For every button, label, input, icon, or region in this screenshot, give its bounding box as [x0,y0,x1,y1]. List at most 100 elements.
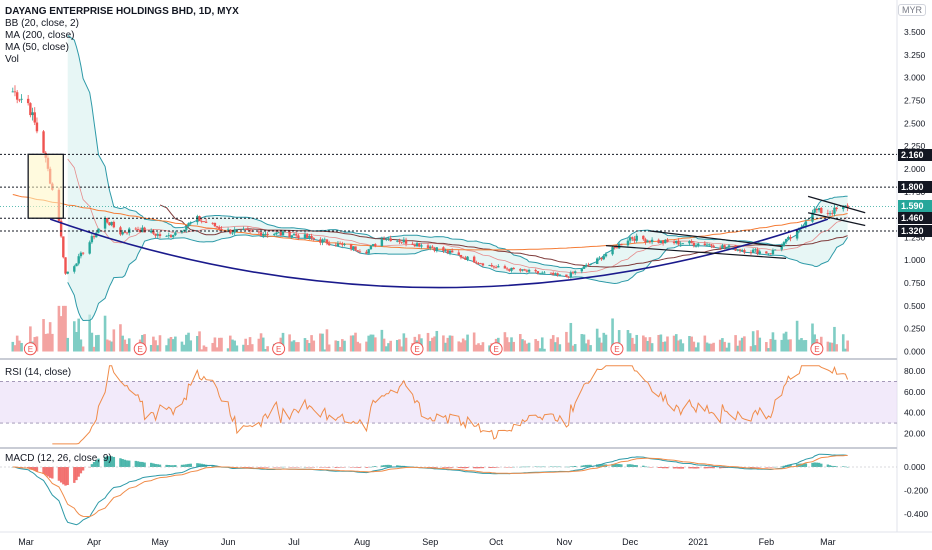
level-badge-1460: 1.460 [898,212,932,224]
macd-hist-bar [481,467,485,469]
macd-hist-bar [365,467,368,468]
volume-bar [358,343,362,352]
volume-bar [754,345,757,352]
candle-body [198,216,201,222]
volume-bar [246,345,250,352]
candle-body [264,233,267,235]
candle-body [584,264,588,267]
volume-bar [657,334,660,352]
volume-bar [727,342,731,352]
candle-body [365,251,368,254]
macd-hist-bar [448,467,452,468]
macd-hist-bar [659,467,663,468]
candle-body [512,267,515,270]
volume-bar [780,339,784,352]
volume-bar [20,342,23,352]
macd-hist-bar [697,467,700,469]
macd-hist-bar [657,467,660,468]
volume-bar [213,337,217,352]
volume-bar [442,335,445,352]
macd-hist-bar [789,464,792,467]
macd-hist-bar [598,464,601,467]
candle-body [64,257,67,274]
macd-hist-bar [787,464,790,467]
candle-body [679,243,682,245]
volume-bar [121,335,124,352]
candle-body [782,242,786,246]
macd-hist-bar [475,467,478,469]
candle-body [492,266,496,268]
candle-body [290,235,294,238]
macd-hist-bar [541,466,544,468]
macd-hist-bar [472,467,476,469]
candle-body [371,244,375,246]
macd-hist-bar [51,467,54,479]
candle-body [180,230,184,233]
volume-bar [292,340,296,352]
volume-bar [598,337,601,352]
legend-bb[interactable]: BB (20, close, 2) [5,18,79,29]
volume-bar [13,345,17,352]
macd-hist-bar [677,467,680,469]
macd-label[interactable]: MACD (12, 26, close, 9) [5,453,112,464]
volume-bar [611,318,614,352]
macd-hist-bar [325,467,329,468]
volume-bar [743,336,746,352]
macd-hist-bar [635,465,638,467]
macd-hist-bar [587,464,590,467]
macd-hist-bar [369,466,373,468]
macd-hist-bar [477,467,480,469]
volume-bar [11,341,15,352]
volume-bar [235,345,239,352]
candle-body [648,240,652,243]
macd-hist-bar [77,467,80,477]
macd-hist-bar [780,466,783,467]
macd-hist-bar [266,467,269,468]
price-axis-bg [897,0,932,550]
candle-body [657,239,660,244]
candle-body [77,256,80,264]
candle-body [442,247,445,251]
macd-hist-bar [92,462,96,467]
candle-body [196,216,199,223]
volume-bar [694,347,698,352]
macd-hist-bar [633,465,636,467]
rsi-label[interactable]: RSI (14, close) [5,367,72,378]
macd-hist-bar [710,467,713,469]
legend-vol[interactable]: Vol [5,54,19,65]
volume-bar [198,331,201,352]
candle-body [433,247,436,251]
macd-hist-bar [675,467,678,469]
candle-body [769,253,772,255]
macd-hist-bar [341,467,344,468]
volume-bar [582,334,586,352]
volume-bar [169,337,173,352]
currency-tag[interactable]: MYR [898,4,926,16]
candle-body [538,273,542,275]
candle-body [325,239,329,244]
macd-hist-bar [297,467,300,468]
macd-hist-bar [721,467,724,469]
macd-hist-bar [444,467,447,468]
candle-body [97,228,100,233]
volume-bar [567,342,570,352]
candle-body [835,207,838,210]
time-tick-label: Feb [759,537,775,547]
legend-ma200[interactable]: MA (200, close) [5,30,75,41]
volume-bar [369,334,373,352]
candle-body [795,230,799,239]
macd-hist-bar [679,467,682,469]
candle-body [103,217,107,229]
volume-bar [305,340,309,352]
volume-bar [477,343,480,352]
macd-hist-bar [804,463,808,467]
volume-bar [536,340,540,352]
volume-bar [773,339,777,352]
macd-hist-bar [574,465,577,467]
last-price-badge: 1.590 [898,200,932,212]
legend-ma50[interactable]: MA (50, close) [5,42,69,53]
candle-body [523,269,526,271]
volume-bar [165,345,168,352]
